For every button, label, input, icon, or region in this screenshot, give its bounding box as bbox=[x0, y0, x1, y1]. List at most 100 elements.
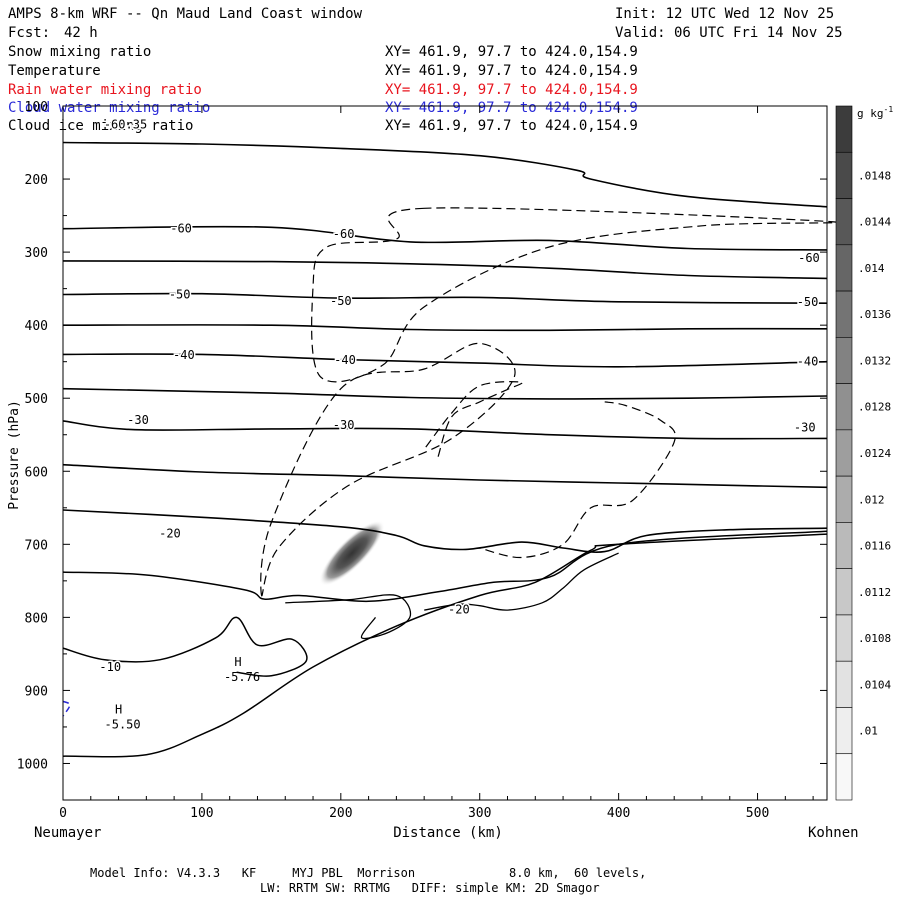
snow-contour-layer bbox=[260, 207, 838, 597]
colorbar-unit: g kg-1 bbox=[857, 105, 893, 120]
colorbar-tick-label: .0124 bbox=[858, 447, 891, 460]
isotherm-label: -20 bbox=[159, 526, 181, 540]
colorbar-tick-label: .0104 bbox=[858, 678, 891, 691]
colorbar-tick-label: .0128 bbox=[858, 401, 891, 414]
isotherm-label: -60 bbox=[333, 227, 355, 241]
y-tick-label: 700 bbox=[25, 538, 48, 553]
isotherm-label: -40 bbox=[173, 348, 195, 362]
x-right-endpoint: Kohnen bbox=[808, 825, 859, 841]
colorbar-tick-label: .01 bbox=[858, 725, 878, 738]
cloud-water-contour bbox=[62, 700, 71, 717]
x-tick-label: 500 bbox=[746, 806, 769, 821]
high-marker-value: -5.50 bbox=[105, 717, 141, 731]
y-tick-label: 200 bbox=[25, 173, 48, 188]
colorbar-swatch bbox=[835, 568, 853, 616]
colorbar-swatch bbox=[835, 475, 853, 523]
colorbar-swatch bbox=[835, 198, 853, 246]
axes-layer: 100 200 300 400 500 600 700 800 900 1000 0 100 200 30… bbox=[17, 100, 827, 821]
high-marker-letter: H bbox=[234, 655, 241, 669]
snow-shading-layer bbox=[319, 520, 385, 586]
isotherm-line bbox=[62, 260, 828, 280]
isotherm-label: -50 bbox=[169, 287, 191, 301]
legend-rain-name: Rain water mixing ratio bbox=[8, 82, 202, 98]
y-tick-label: 100 bbox=[25, 100, 48, 115]
legend-cloud-water-range: XY= 461.9, 97.7 to 424.0,154.9 bbox=[385, 100, 638, 116]
colorbar-swatch bbox=[835, 753, 853, 801]
colorbar-tick-label: .014 bbox=[858, 262, 885, 275]
colorbar-unit-text: g kg bbox=[857, 107, 884, 120]
high-marker-value: -5.76 bbox=[224, 670, 260, 684]
y-axis-label: Pressure (hPa) bbox=[7, 400, 22, 510]
legend-temperature-range: XY= 461.9, 97.7 to 424.0,154.9 bbox=[385, 63, 638, 79]
isotherm-line bbox=[62, 353, 828, 368]
colorbar-swatch bbox=[835, 383, 853, 431]
colorbar-swatch bbox=[835, 614, 853, 662]
colorbar-tick-label: .0144 bbox=[858, 216, 891, 229]
colorbar-swatch bbox=[835, 660, 853, 708]
isotherm-line bbox=[62, 141, 828, 208]
colorbar-swatch bbox=[835, 151, 853, 199]
isotherm-line bbox=[62, 292, 828, 304]
chart-title: AMPS 8-km WRF -- Qn Maud Land Coast wind… bbox=[8, 6, 363, 22]
forecast-hours: 42 h bbox=[64, 25, 98, 41]
colorbar-unit-exponent: -1 bbox=[884, 105, 894, 114]
colorbar-tick-label: .0132 bbox=[858, 354, 891, 367]
colorbar-tick-label: .0148 bbox=[858, 169, 891, 182]
colorbar-swatch bbox=[835, 429, 853, 477]
isotherm-line bbox=[62, 420, 828, 440]
legend-snow-range: XY= 461.9, 97.7 to 424.0,154.9 bbox=[385, 44, 638, 60]
x-tick-label: 300 bbox=[468, 806, 491, 821]
model-physics: LW: RRTM SW: RRTMG DIFF: simple KM: 2D S… bbox=[260, 881, 600, 895]
init-time: Init: 12 UTC Wed 12 Nov 25 bbox=[615, 6, 835, 22]
isotherm-label: -30 bbox=[127, 413, 149, 427]
y-tick-label: 500 bbox=[25, 392, 48, 407]
near-surface-contour bbox=[62, 530, 828, 603]
isotherm-label: -10 bbox=[99, 660, 121, 674]
rain-contour-layer bbox=[62, 700, 71, 717]
colorbar-swatch bbox=[835, 290, 853, 338]
y-tick-label: 600 bbox=[25, 465, 48, 480]
y-tick-label: 300 bbox=[25, 246, 48, 261]
terrain-layer bbox=[62, 530, 828, 758]
legend-cloud-ice-name: Cloud ice mixing ratio bbox=[8, 118, 194, 134]
forecast-label: Fcst: bbox=[8, 25, 51, 41]
y-tick-label: 1000 bbox=[17, 757, 48, 772]
isotherm-label: -60 bbox=[798, 251, 820, 265]
contour-labels-layer: -60.35 -60 -60 -60 -50 -50 -50 -40 -40 -40 -30 -30 -… bbox=[98, 116, 821, 732]
model-info: Model Info: V4.3.3 KF MYJ PBL Morrison 8… bbox=[90, 866, 647, 880]
isotherm-line bbox=[62, 463, 828, 489]
snow-dashed-contour bbox=[479, 401, 676, 559]
plot-frame bbox=[62, 105, 828, 801]
valid-time: Valid: 06 UTC Fri 14 Nov 25 bbox=[615, 25, 843, 41]
snow-dashed-contour bbox=[423, 381, 524, 457]
legend-temperature-name: Temperature bbox=[8, 63, 101, 79]
isotherm-label: -60.35 bbox=[104, 117, 147, 131]
isotherm-line bbox=[62, 324, 828, 332]
high-marker-letter: H bbox=[115, 702, 122, 716]
isotherm-label: -60 bbox=[170, 222, 192, 236]
isotherm-label: -50 bbox=[330, 294, 352, 308]
legend-rain-range: XY= 461.9, 97.7 to 424.0,154.9 bbox=[385, 82, 638, 98]
x-axis-label: Distance (km) bbox=[393, 825, 503, 841]
terrain-line bbox=[62, 533, 828, 758]
colorbar-swatch bbox=[835, 522, 853, 569]
colorbar-swatch bbox=[835, 105, 853, 153]
isotherm-minus10 bbox=[62, 616, 308, 677]
snow-dashed-contour bbox=[311, 207, 838, 383]
x-tick-label: 0 bbox=[59, 806, 67, 821]
legend-snow-name: Snow mixing ratio bbox=[8, 44, 152, 60]
x-tick-label: 200 bbox=[329, 806, 352, 821]
colorbar-swatch bbox=[835, 244, 853, 292]
isotherm-line bbox=[62, 387, 828, 400]
colorbar: .0148 .0144 .014 .0136 .0132 .0128 .0124 .012 .0… bbox=[835, 105, 891, 801]
isotherm-minus20-low bbox=[424, 552, 619, 611]
y-tick-label: 400 bbox=[25, 319, 48, 334]
snow-max-shading bbox=[319, 520, 385, 586]
y-tick-label: 900 bbox=[25, 684, 48, 699]
legend-cloud-water-name: Cloud water mixing ratio bbox=[8, 100, 211, 116]
colorbar-swatch bbox=[835, 707, 853, 755]
isotherm-label: -40 bbox=[797, 355, 819, 369]
isotherm-line bbox=[62, 509, 828, 553]
x-tick-label: 400 bbox=[607, 806, 630, 821]
